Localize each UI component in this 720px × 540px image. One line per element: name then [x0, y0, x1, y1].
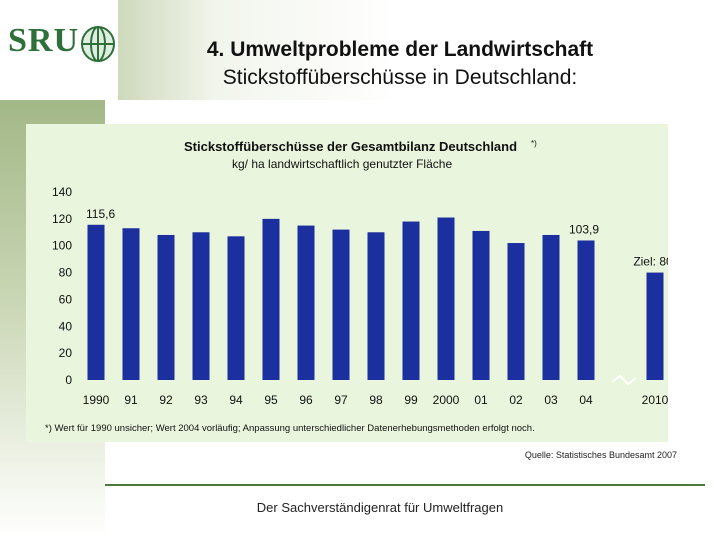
bar-01	[472, 230, 490, 380]
chart-title: Stickstoffüberschüsse der Gesamtbilanz D…	[184, 139, 517, 154]
chart-panel: Stickstoffüberschüsse der Gesamtbilanz D…	[26, 124, 673, 442]
bar-chart: Stickstoffüberschüsse der Gesamtbilanz D…	[45, 139, 673, 434]
x-tick-label: 95	[264, 393, 278, 407]
axis-break-mark	[611, 374, 637, 386]
x-tick-label: 2010	[642, 393, 668, 407]
x-tick-label: 97	[334, 393, 348, 407]
footer-rule	[105, 484, 705, 486]
bar-2000	[437, 217, 455, 380]
globe-icon	[81, 26, 115, 62]
x-tick-label: 02	[509, 393, 523, 407]
slide-subtitle: Stickstoffüberschüsse in Deutschland:	[222, 66, 578, 89]
y-tick-label: 140	[52, 185, 72, 199]
slide-title: 4. Umweltprobleme der Landwirtschaft	[206, 38, 594, 61]
logo-text: SRU	[8, 22, 80, 59]
data-label: Ziel: 80	[633, 255, 668, 269]
bar-03	[542, 234, 560, 380]
top-decor-band	[0, 0, 720, 100]
y-tick-label: 0	[65, 373, 72, 387]
bar-92	[157, 234, 175, 380]
bar-02	[507, 243, 525, 380]
bar-97	[332, 229, 350, 380]
bar-96	[297, 225, 315, 380]
logo: SRU	[0, 0, 118, 100]
bar-2010	[646, 272, 664, 380]
x-tick-label: 94	[229, 393, 243, 407]
x-tick-label: 93	[194, 393, 208, 407]
x-tick-label: 1990	[83, 393, 110, 407]
source-note: Quelle: Statistisches Bundesamt 2007	[524, 450, 677, 460]
bar-99	[402, 221, 420, 380]
x-tick-label: 91	[124, 393, 138, 407]
y-tick-label: 100	[52, 239, 72, 253]
chart-subtitle: kg/ ha landwirtschaftlich genutzter Fläc…	[232, 157, 452, 171]
bar-98	[367, 232, 385, 380]
chart-title-superscript: *)	[531, 139, 537, 148]
bar-93	[192, 232, 210, 380]
bar-95	[262, 218, 280, 380]
bar-04	[577, 240, 595, 380]
chart-footnote: *) Wert für 1990 unsicher; Wert 2004 vor…	[45, 423, 535, 434]
x-tick-label: 99	[404, 393, 418, 407]
y-tick-label: 40	[59, 319, 73, 333]
data-label: 103,9	[569, 222, 599, 236]
x-tick-label: 04	[579, 393, 593, 407]
y-tick-label: 60	[59, 292, 73, 306]
x-tick-label: 03	[544, 393, 558, 407]
y-tick-label: 20	[59, 346, 73, 360]
y-tick-label: 120	[52, 212, 72, 226]
footer-text: Der Sachverständigenrat für Umweltfragen	[256, 500, 504, 515]
x-tick-label: 92	[159, 393, 173, 407]
bar-94	[227, 236, 245, 380]
x-tick-label: 98	[369, 393, 383, 407]
bar-91	[122, 228, 140, 380]
bar-1990	[87, 224, 105, 380]
x-tick-label: 2000	[433, 393, 460, 407]
data-label: 115,6	[86, 207, 115, 221]
y-tick-label: 80	[59, 266, 73, 280]
x-tick-label: 96	[299, 393, 313, 407]
x-tick-label: 01	[474, 393, 488, 407]
